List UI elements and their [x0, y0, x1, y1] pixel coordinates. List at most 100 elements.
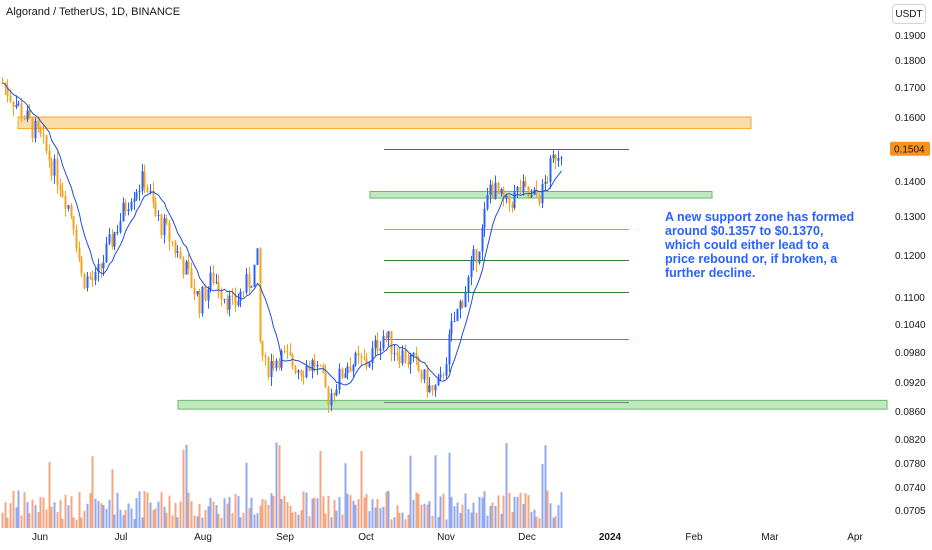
volume-bar	[83, 510, 86, 528]
candle-body	[291, 354, 294, 367]
volume-bar	[253, 514, 256, 528]
volume-bar	[261, 498, 264, 528]
candle-body	[327, 387, 330, 406]
volume-bar	[61, 518, 64, 528]
candle-body	[23, 118, 26, 120]
candle-body	[267, 357, 270, 378]
volume-bar	[234, 493, 237, 528]
volume-bar	[365, 494, 368, 528]
time-axis[interactable]: Jun Jul Aug Sep Oct Nov Dec 2024 Feb Mar Apr	[32, 532, 864, 543]
candle-body	[491, 184, 494, 200]
candle-body	[428, 385, 431, 393]
volume-bar	[146, 492, 149, 528]
candle-body	[363, 357, 366, 359]
candle-body	[387, 331, 390, 339]
volume-bar	[385, 491, 388, 528]
candle-body	[261, 341, 264, 356]
candle-body	[220, 291, 223, 299]
candle-body	[250, 286, 253, 288]
candle-body	[259, 248, 262, 342]
candle-body	[497, 182, 500, 194]
candle-body	[519, 186, 522, 192]
volume-bar	[333, 499, 336, 528]
volume-bar	[168, 495, 171, 528]
candle-body	[160, 215, 163, 236]
volume-bar	[31, 499, 34, 528]
volume-bar	[500, 513, 503, 528]
volume-bar	[472, 502, 475, 528]
volume-bar	[37, 512, 40, 528]
candle-body	[20, 103, 23, 119]
volume-bar	[1, 512, 4, 528]
volume-bar	[53, 502, 56, 528]
price-tick-label: 0.1200	[895, 251, 926, 262]
time-tick-label: Apr	[847, 532, 863, 543]
time-tick-label: Nov	[437, 532, 455, 543]
volume-bar	[26, 501, 29, 528]
volume-bar	[535, 516, 538, 528]
candle-body	[270, 361, 273, 378]
volume-bar	[154, 508, 157, 528]
candle-body	[245, 274, 248, 293]
candle-body	[538, 195, 541, 204]
price-tick-label: 0.1900	[895, 31, 926, 42]
candle-body	[379, 348, 382, 352]
currency-button[interactable]: USDT	[892, 4, 926, 24]
candle-body	[237, 300, 240, 306]
candle-body	[113, 232, 116, 247]
volume-bar	[59, 500, 62, 528]
volume-bar	[275, 442, 278, 528]
volume-bar	[470, 512, 473, 528]
volume-bar	[228, 497, 231, 528]
candle-body	[83, 273, 86, 288]
volume-bar	[511, 512, 514, 528]
time-tick-label: Aug	[194, 532, 212, 543]
candle-body	[141, 171, 144, 191]
candle-body	[97, 263, 100, 272]
candle-body	[300, 370, 303, 377]
candle-body	[357, 352, 360, 356]
volume-bar	[272, 496, 275, 528]
candle-body	[360, 355, 363, 358]
candle-body	[91, 278, 94, 281]
volume-bar	[330, 517, 333, 528]
candle-body	[67, 205, 70, 209]
volume-bar	[324, 513, 327, 528]
volume-bar	[527, 495, 530, 528]
price-axis[interactable]: 0.1900 0.1800 0.1700 0.1600 0.1400 0.1300 0.12…	[895, 31, 926, 517]
candle-body	[278, 360, 281, 368]
volume-bar	[319, 450, 322, 528]
volume-bar	[524, 493, 527, 528]
time-tick-label: 2024	[599, 532, 622, 543]
candle-body	[385, 336, 388, 339]
candle-body	[335, 389, 338, 396]
volume-bar	[302, 491, 305, 528]
candle-body	[426, 369, 429, 393]
volume-bar	[267, 504, 270, 528]
volume-bar	[316, 498, 319, 528]
candle-body	[56, 158, 59, 185]
candle-body	[196, 291, 199, 295]
candle-body	[415, 353, 418, 359]
volume-bar	[122, 515, 125, 528]
analysis-annotation: A new support zone has formed around $0.…	[665, 210, 855, 280]
candle-body	[401, 350, 404, 364]
last-price-badge-bg	[890, 141, 930, 156]
volume-bar	[354, 504, 357, 528]
volume-bar	[127, 503, 130, 528]
volume-bar	[149, 502, 152, 528]
price-tick-label: 0.1300	[895, 212, 926, 223]
volume-bar	[461, 504, 464, 528]
volume-bar	[119, 509, 122, 528]
candle-body	[376, 340, 379, 352]
volume-bar	[237, 496, 240, 528]
volume-bar	[459, 512, 462, 528]
volume-bar	[552, 517, 555, 528]
volume-bar	[220, 517, 223, 528]
candle-body	[231, 295, 234, 297]
candle-body	[138, 190, 141, 193]
candle-body	[15, 104, 18, 108]
volume-bar	[163, 506, 166, 528]
volume-bar	[270, 493, 273, 528]
